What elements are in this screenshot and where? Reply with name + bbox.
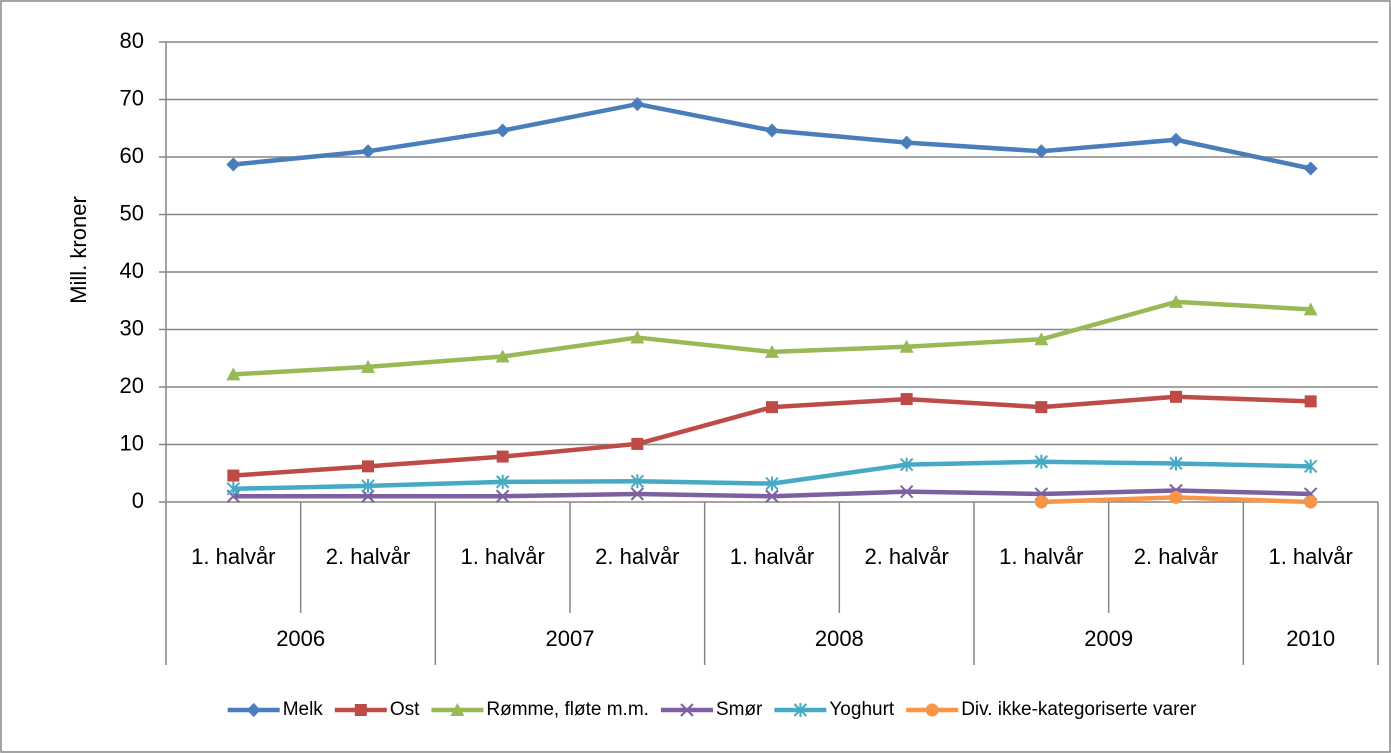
marker (899, 135, 914, 150)
y-tick-label: 70 (120, 85, 144, 110)
year-label: 2010 (1286, 626, 1335, 651)
year-label: 2009 (1084, 626, 1133, 651)
y-tick-label: 60 (120, 143, 144, 168)
marker (765, 476, 779, 491)
y-tick-label: 40 (120, 258, 144, 283)
year-label: 2008 (815, 626, 864, 651)
y-tick-label: 30 (120, 315, 144, 340)
y-tick-label: 50 (120, 200, 144, 225)
marker (1169, 490, 1183, 504)
marker (495, 474, 510, 489)
marker (766, 401, 778, 414)
y-tick-label: 10 (120, 430, 144, 455)
marker (1035, 401, 1048, 414)
x-tick-label: 1. halvår (1268, 544, 1352, 569)
marker (1034, 332, 1049, 346)
marker (495, 349, 510, 363)
marker (226, 157, 241, 172)
y-tick-label: 20 (120, 373, 144, 398)
marker (899, 484, 914, 499)
marker (1303, 302, 1318, 316)
marker (793, 703, 808, 717)
marker (900, 393, 913, 406)
year-label: 2006 (276, 626, 325, 651)
marker (1170, 390, 1182, 403)
legend-label: Melk (283, 699, 324, 720)
marker (226, 481, 241, 496)
x-tick-label: 2. halvår (864, 544, 948, 569)
marker (361, 478, 375, 493)
marker (1304, 395, 1317, 408)
y-axis-title: Mill. kroner (66, 196, 91, 304)
marker (680, 703, 694, 717)
marker (630, 487, 645, 501)
x-tick-label: 2. halvår (326, 544, 410, 569)
marker (899, 457, 914, 472)
y-tick-label: 80 (120, 28, 144, 53)
marker (1304, 495, 1318, 509)
legend-label: Smør (716, 699, 763, 720)
legend-label: Ost (390, 699, 420, 720)
marker (899, 339, 914, 353)
legend-label: Rømme, fløte m.m. (486, 699, 649, 720)
marker (1034, 144, 1049, 159)
marker (1034, 454, 1049, 469)
marker (765, 489, 779, 503)
marker (361, 489, 375, 503)
marker (1303, 161, 1318, 176)
marker (354, 704, 367, 716)
marker (925, 703, 939, 717)
marker (227, 469, 240, 482)
marker (450, 703, 465, 716)
marker (1169, 456, 1183, 471)
marker (765, 344, 779, 358)
legend-label: Yoghurt (829, 699, 895, 720)
marker (1034, 495, 1048, 509)
marker (495, 489, 510, 503)
marker (1169, 132, 1183, 147)
x-tick-label: 1. halvår (999, 544, 1083, 569)
legend: Melk Ost Rømme, fløte m.m. Smør Yoghurt Div. … (227, 699, 1197, 720)
marker (765, 123, 779, 138)
marker (630, 97, 645, 112)
marker (1169, 294, 1183, 308)
x-tick-label: 1. halvår (191, 544, 275, 569)
x-tick-label: 2. halvår (1134, 544, 1218, 569)
marker (362, 460, 374, 473)
marker (361, 144, 375, 159)
x-tick-label: 1. halvår (730, 544, 814, 569)
marker (495, 123, 510, 138)
legend-label: Div. ikke-kategoriserte varer (961, 699, 1197, 720)
marker (630, 474, 645, 489)
marker (631, 437, 644, 450)
marker (496, 450, 509, 463)
x-tick-label: 2. halvår (595, 544, 679, 569)
marker (630, 330, 645, 344)
year-label: 2007 (546, 626, 595, 651)
marker (1303, 459, 1318, 474)
marker (226, 367, 241, 381)
y-tick-label: 0 (132, 488, 144, 513)
marker (246, 703, 261, 717)
marker (361, 359, 375, 373)
x-tick-label: 1. halvår (460, 544, 544, 569)
